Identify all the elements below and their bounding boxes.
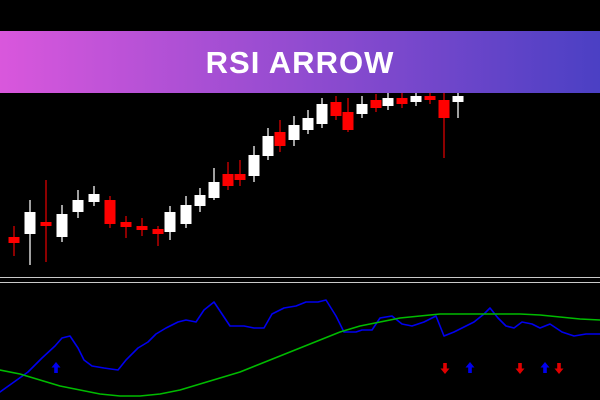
arrow-up-icon[interactable]: [51, 362, 61, 373]
candle-body: [302, 118, 314, 130]
candle: [104, 196, 116, 228]
candle-body: [396, 98, 408, 104]
arrow-up-icon[interactable]: [465, 362, 475, 373]
candle-body: [8, 237, 20, 243]
panel-divider: [0, 277, 600, 285]
candle: [136, 218, 148, 236]
candle: [56, 205, 68, 242]
candle: [40, 180, 52, 262]
candle-body: [262, 136, 274, 156]
rsi-line-chart[interactable]: [0, 284, 600, 400]
candle-body: [382, 98, 394, 106]
candle-body: [410, 96, 422, 102]
candle: [88, 186, 100, 206]
candle-body: [424, 96, 436, 100]
candle-body: [120, 222, 132, 227]
page-title: RSI ARROW: [205, 44, 395, 80]
candle-body: [342, 112, 354, 130]
candle: [382, 92, 394, 110]
candle: [370, 94, 382, 112]
indicator-line-rsi: [0, 299, 600, 393]
candle-body: [104, 200, 116, 224]
candle: [234, 160, 246, 186]
candle-body: [356, 104, 368, 114]
candle-body: [152, 229, 164, 234]
candle: [356, 96, 368, 118]
arrow-up-icon[interactable]: [540, 362, 550, 373]
candle: [424, 92, 436, 104]
candle-body: [248, 155, 260, 176]
top-black-strip: [0, 0, 600, 31]
candle-body: [136, 226, 148, 230]
arrow-down-icon[interactable]: [515, 363, 525, 374]
candle-body: [88, 194, 100, 202]
candle-body: [194, 195, 206, 206]
candle-body: [222, 174, 234, 186]
candle: [396, 92, 408, 108]
candle: [8, 226, 20, 256]
candle: [208, 168, 220, 200]
candle-body: [288, 125, 300, 140]
candle-body: [180, 205, 192, 224]
candle: [342, 98, 354, 132]
candle-body: [330, 102, 342, 116]
rsi-indicator-panel[interactable]: [0, 284, 600, 400]
candle-body: [316, 104, 328, 124]
divider-line-bottom: [0, 282, 600, 283]
candle: [316, 98, 328, 128]
candle: [274, 120, 286, 152]
candle-body: [234, 174, 246, 180]
candle-body: [40, 222, 52, 226]
candle: [330, 96, 342, 120]
candlestick-chart[interactable]: [0, 0, 600, 278]
title-banner: RSI ARROW: [0, 31, 600, 93]
arrow-down-icon[interactable]: [440, 363, 450, 374]
candle: [194, 188, 206, 212]
candle-body: [72, 200, 84, 212]
candle: [24, 200, 36, 265]
candle-body: [274, 132, 286, 146]
candle: [288, 116, 300, 146]
candle-body: [56, 214, 68, 237]
candle: [222, 162, 234, 190]
candle: [302, 110, 314, 134]
candle: [164, 206, 176, 240]
candle-body: [208, 182, 220, 198]
arrow-down-icon[interactable]: [554, 363, 564, 374]
candle-body: [370, 100, 382, 108]
candle: [72, 190, 84, 218]
candle: [120, 216, 132, 238]
indicator-line-signal: [0, 313, 600, 397]
divider-line-top: [0, 277, 600, 278]
candle-body: [24, 212, 36, 234]
candle: [180, 196, 192, 228]
candle-body: [438, 100, 450, 118]
candle: [248, 146, 260, 182]
candle-body: [452, 96, 464, 102]
candle: [452, 90, 464, 118]
candle: [152, 226, 164, 246]
candle: [262, 128, 274, 160]
candle: [438, 92, 450, 158]
candle-body: [164, 212, 176, 232]
